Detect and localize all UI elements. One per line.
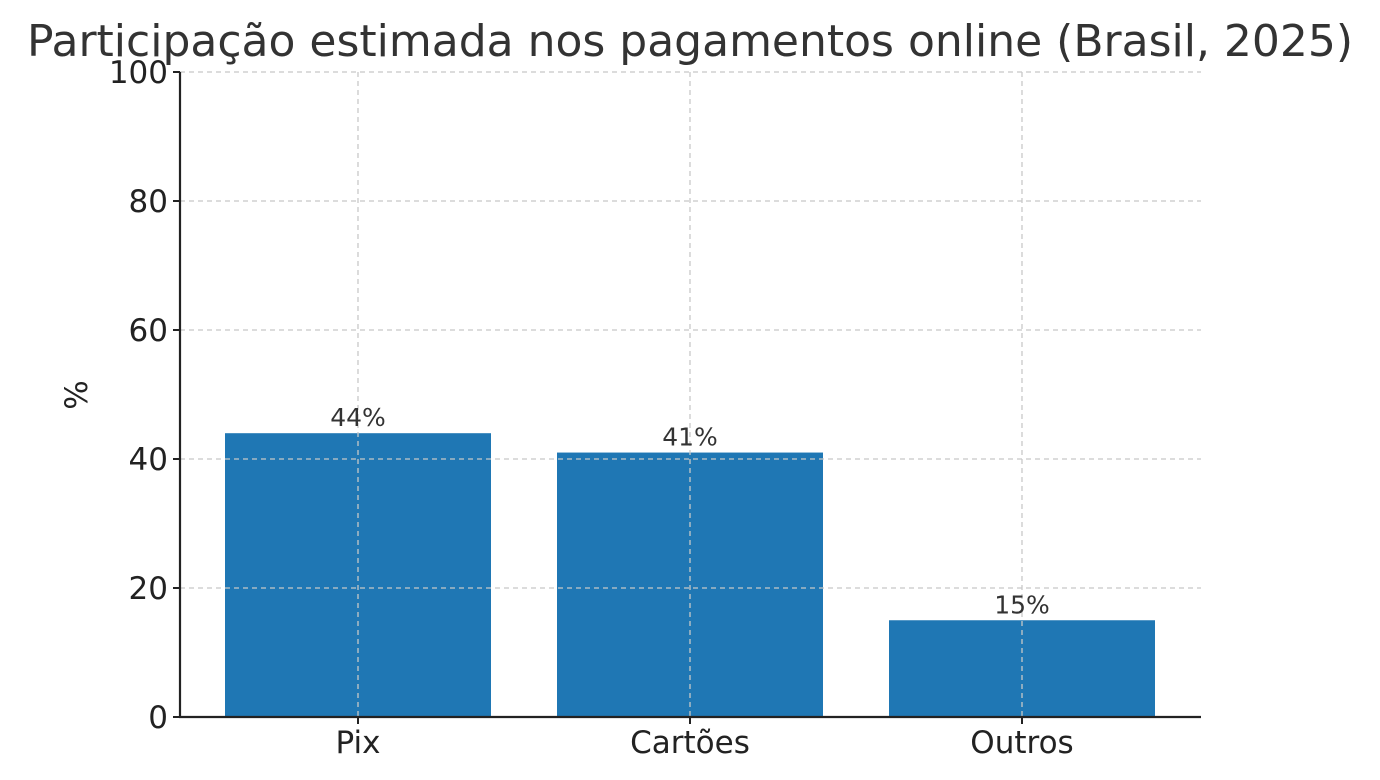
x-ticks: Pix Cartões Outros — [336, 717, 1074, 761]
bar-pix — [225, 433, 491, 717]
data-label-pix: 44% — [330, 403, 386, 432]
y-tick-label: 20 — [129, 571, 168, 607]
y-tick-label: 80 — [129, 184, 168, 220]
data-label-outros: 15% — [994, 590, 1050, 619]
x-tick-label-outros: Outros — [970, 725, 1073, 761]
y-tick-label: 60 — [129, 313, 168, 349]
y-tick-label: 0 — [148, 700, 168, 736]
data-labels: 44% 41% 15% — [330, 403, 1050, 619]
data-label-cartões: 41% — [662, 423, 718, 452]
x-tick-label-pix: Pix — [336, 725, 381, 761]
bars — [225, 433, 1155, 717]
y-axis-label: % — [59, 380, 95, 409]
y-ticks: 0 20 40 60 80 100 — [109, 55, 180, 736]
x-tick-label-cartões: Cartões — [630, 725, 750, 761]
y-tick-label: 100 — [109, 55, 168, 91]
y-tick-label: 40 — [129, 442, 168, 478]
chart-title: Participação estimada nos pagamentos onl… — [27, 16, 1353, 67]
